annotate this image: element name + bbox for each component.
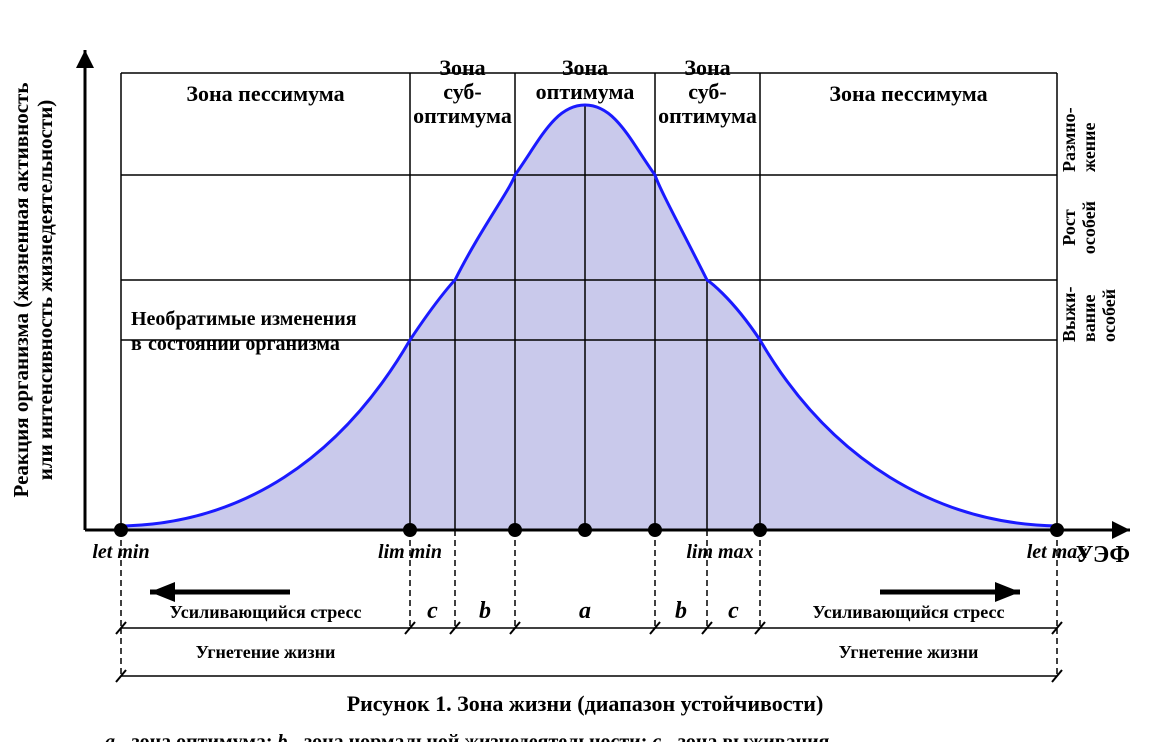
arrow-head-left	[150, 582, 175, 602]
zone-subopt-right-l3: оптимума	[658, 103, 757, 128]
irreversible-l1: Необратимые изменения	[131, 308, 357, 330]
zone-subopt-right-l1: Зона	[684, 55, 730, 80]
y-axis-label-l1: Реакция организма (жизненная активность	[9, 83, 33, 498]
letter-c-right: c	[728, 598, 739, 624]
lbl-survive-l1: Выжи-	[1059, 287, 1079, 342]
zone-pessimum-right: Зона пессимума	[829, 81, 987, 106]
irreversible-l2: состоянии организма	[148, 333, 340, 355]
lbl-growth-l1: Рост	[1059, 209, 1079, 246]
zone-subopt-left-l1: Зона	[439, 55, 485, 80]
zone-opt-l2: оптимума	[536, 79, 635, 104]
x-axis-arrow	[1112, 521, 1130, 539]
lbl-repro-l2: жение	[1079, 122, 1099, 172]
lbl-survive-l3: особей	[1099, 289, 1119, 342]
lbl-repro-l1: Размно-	[1059, 107, 1079, 172]
lbl-survive-l2: вание	[1079, 295, 1099, 342]
arrow-head-right	[995, 582, 1020, 602]
oppression-right: Угнетение жизни	[839, 642, 979, 662]
y-axis-arrow	[76, 50, 94, 68]
oppression-left: Угнетение жизни	[196, 642, 336, 662]
letter-a: a	[579, 598, 591, 624]
axis-dot-3	[578, 523, 592, 537]
letter-b-left: b	[479, 598, 491, 624]
zone-subopt-left-l3: оптимума	[413, 103, 512, 128]
legend: a - зона оптимума; b - зона нормальной ж…	[105, 731, 830, 742]
letter-c-left: c	[427, 598, 438, 624]
zone-subopt-right-l2: суб-	[688, 79, 727, 104]
zone-subopt-left-l2: суб-	[443, 79, 482, 104]
stress-right: Усиливающийся стресс	[813, 602, 1005, 622]
zone-pessimum-left: Зона пессимума	[186, 81, 344, 106]
irreversible-v: в	[131, 333, 142, 355]
stress-left: Усиливающийся стресс	[170, 602, 362, 622]
y-axis-label-l2: или интенсивность жизнедеятельности)	[33, 100, 57, 481]
lbl-growth-l2: особей	[1079, 201, 1099, 254]
zone-opt-l1: Зона	[562, 55, 608, 80]
figure-caption: Рисунок 1. Зона жизни (диапазон устойчив…	[347, 691, 824, 716]
letter-b-right: b	[675, 598, 687, 624]
lbl-limmax: lim max	[686, 541, 753, 563]
